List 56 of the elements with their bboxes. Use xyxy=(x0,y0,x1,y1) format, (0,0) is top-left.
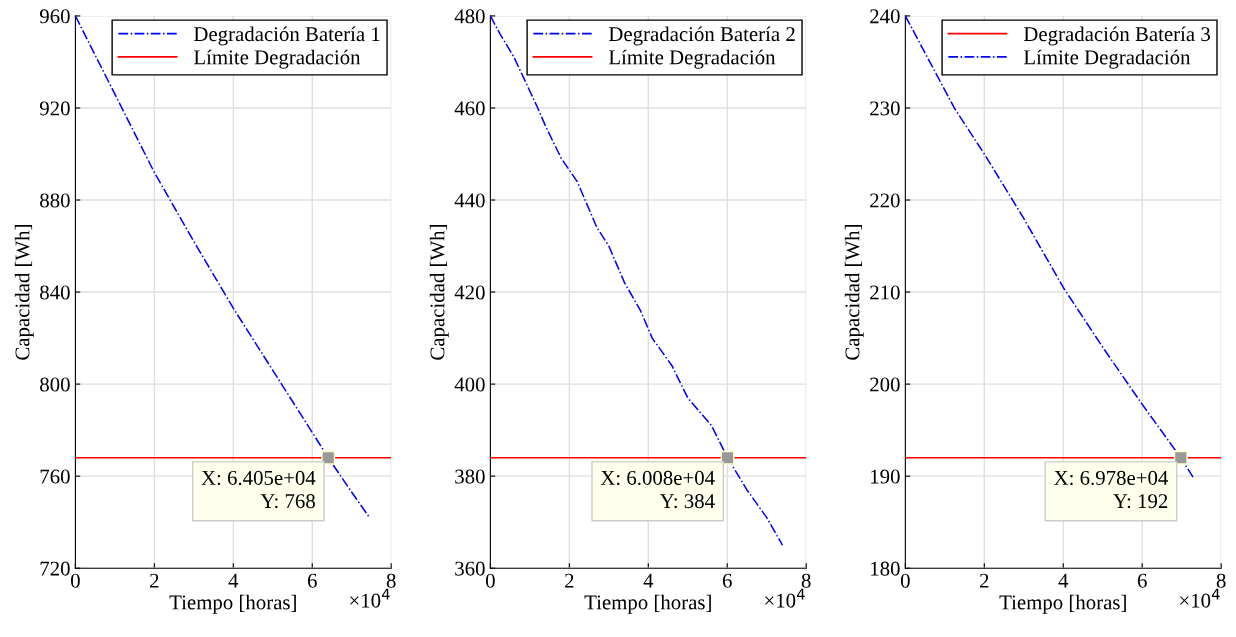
x-tick-label: 0 xyxy=(70,573,80,588)
y-tick-label: 230 xyxy=(870,101,900,116)
annotation: X: 6.008e+04 Y: 384 xyxy=(600,470,715,509)
x-tick-label: 8 xyxy=(1216,573,1226,588)
text: ×10$^{4}$ xyxy=(1180,588,1220,608)
y-tick-label: 360 xyxy=(455,561,485,576)
x-tick-label: 0 xyxy=(485,573,495,588)
x-tick-label: 4 xyxy=(1058,573,1069,588)
y-tick-label: 480 xyxy=(454,9,485,24)
x-tick-label: 2 xyxy=(150,573,159,588)
x-tick-label: 8 xyxy=(386,573,396,588)
y-tick-label: 460 xyxy=(454,101,485,116)
line-series xyxy=(490,15,784,546)
x-tick-label: 2 xyxy=(980,573,989,588)
annotation: X: 6.978e+04 Y: 192 xyxy=(1054,470,1168,509)
y-tick-label: 380 xyxy=(455,469,485,484)
legend-label: Degradación Batería 1 xyxy=(193,26,380,46)
annotation: X: 6.405e+04 Y: 768 xyxy=(201,470,316,509)
y-tick-label: 920 xyxy=(39,101,70,116)
y-tick-label: 180 xyxy=(871,561,900,576)
y-tick-label: 880 xyxy=(40,193,70,208)
legend-label: Límite Degradación xyxy=(193,49,361,69)
x-axis-title: Tiempo [horas] xyxy=(584,594,711,614)
y-axis-title: Capacidad [Wh] xyxy=(844,225,864,360)
text: ×10$^{4}$ xyxy=(765,588,805,608)
y-tick-label: 240 xyxy=(870,9,900,24)
y-tick-label: 200 xyxy=(870,377,900,392)
y-tick-label: 800 xyxy=(40,377,70,392)
y-tick-label: 400 xyxy=(454,377,485,392)
x-tick-label: 0 xyxy=(900,573,910,588)
legend-label: Límite Degradación xyxy=(608,49,776,69)
y-tick-label: 840 xyxy=(40,285,70,300)
x-tick-label: 2 xyxy=(565,573,574,588)
legend-label: Degradación Batería 3 xyxy=(1023,26,1210,46)
y-tick-label: 220 xyxy=(870,193,900,208)
legend-label: Límite Degradación xyxy=(1023,49,1191,69)
x-axis-title: Tiempo [horas] xyxy=(999,594,1126,614)
line-series xyxy=(75,15,371,519)
y-tick-label: 210 xyxy=(870,285,900,300)
y-tick-label: 420 xyxy=(454,285,485,300)
y-axis-title: Capacidad [Wh] xyxy=(14,225,34,360)
y-tick-label: 190 xyxy=(871,469,900,484)
x-axis-title: Tiempo [horas] xyxy=(169,594,296,614)
x-tick-label: 6 xyxy=(1137,573,1147,588)
x-tick-label: 6 xyxy=(722,573,732,588)
text: ×10$^{4}$ xyxy=(350,588,390,608)
legend-label: Degradación Batería 2 xyxy=(608,26,795,46)
y-tick-label: 960 xyxy=(39,9,70,24)
x-tick-label: 4 xyxy=(643,573,654,588)
x-tick-label: 8 xyxy=(801,573,811,588)
y-tick-label: 720 xyxy=(40,561,70,576)
x-tick-label: 4 xyxy=(228,573,239,588)
x-tick-label: 6 xyxy=(307,573,317,588)
y-tick-label: 440 xyxy=(454,193,485,208)
y-axis-title: Capacidad [Wh] xyxy=(429,225,449,360)
y-tick-label: 760 xyxy=(40,469,70,484)
